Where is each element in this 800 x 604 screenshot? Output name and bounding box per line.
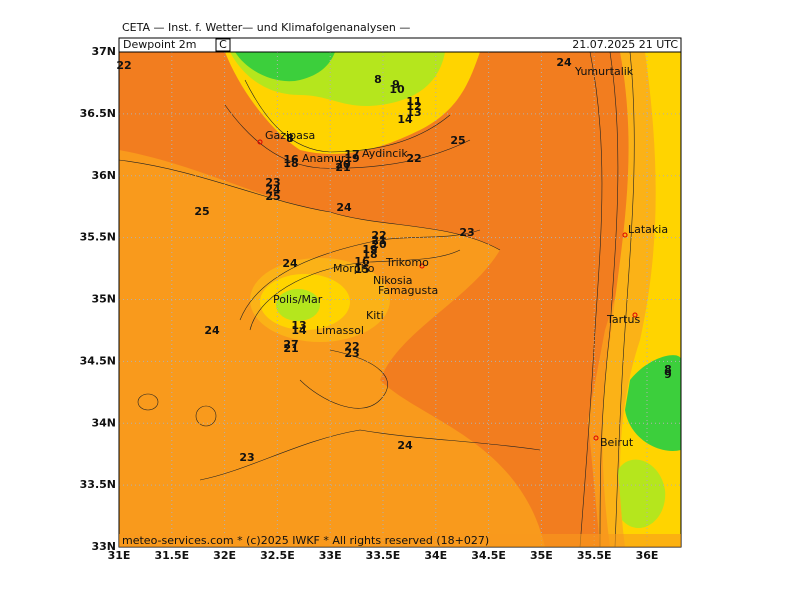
- contour-label: 23: [344, 347, 359, 360]
- place-label: Latakia: [628, 223, 668, 236]
- contour-label: 23: [265, 176, 280, 189]
- contour-label: 24: [336, 201, 352, 214]
- contour-label: 13: [406, 106, 421, 119]
- contour-label: 19: [344, 152, 359, 165]
- place-label: Gazipasa: [265, 129, 315, 142]
- contour-label: 8: [664, 363, 672, 376]
- contour-label: 22: [371, 229, 386, 242]
- lon-label: 35E: [530, 549, 553, 562]
- lat-label: 34N: [91, 416, 116, 429]
- place-label: Famagusta: [378, 284, 438, 297]
- place-dot: [632, 312, 638, 318]
- contour-label: 11: [406, 95, 421, 108]
- contour-label: 24: [204, 324, 220, 337]
- place-dot: [622, 232, 628, 238]
- lon-label: 32E: [213, 549, 236, 562]
- place-label: Kiti: [366, 309, 384, 322]
- contour-label: 18: [283, 157, 298, 170]
- place-label: Tartus: [606, 313, 640, 326]
- contour-label: 19: [362, 243, 377, 256]
- contour-label: 22: [116, 59, 131, 72]
- place-label: Limassol: [316, 324, 364, 337]
- place-label: Beirut: [600, 436, 634, 449]
- contour-label: 16: [283, 153, 299, 166]
- place-label: Trikomo: [385, 256, 429, 269]
- lat-label: 35N: [91, 293, 116, 306]
- contour-label: 14: [397, 113, 413, 126]
- lat-label: 35.5N: [80, 231, 116, 244]
- contour-label: 25: [450, 134, 465, 147]
- contour-label: 22: [406, 152, 421, 165]
- contour-label: 25: [265, 190, 280, 203]
- contour-label: 13: [291, 319, 306, 332]
- contour-label: 15: [354, 263, 369, 276]
- lon-label: 33E: [319, 549, 342, 562]
- contour-label: 14: [291, 324, 307, 337]
- place-dot: [257, 139, 263, 145]
- lon-label: 31.5E: [154, 549, 189, 562]
- contour-label: 23: [239, 451, 254, 464]
- contour-label: 12: [406, 100, 421, 113]
- contour-label: 23: [459, 226, 474, 239]
- footer: meteo-services.com * (c)2025 IWKF * All …: [122, 534, 489, 547]
- contour-label: 17: [344, 148, 359, 161]
- lat-label: 37N: [91, 45, 116, 58]
- place-label: Nikosia: [373, 274, 413, 287]
- contour-label: 27: [283, 338, 298, 351]
- lon-label: 33.5E: [366, 549, 401, 562]
- contour-label: 22: [344, 340, 359, 353]
- contour-label: 9: [664, 368, 672, 381]
- contour-label: 20: [335, 158, 351, 171]
- contour-label: 21: [371, 234, 386, 247]
- lon-label: 35.5E: [577, 549, 612, 562]
- valid-time: 21.07.2025 21 UTC: [572, 38, 678, 51]
- place-label: Anamur: [302, 152, 346, 165]
- lon-label: 36E: [636, 549, 659, 562]
- lat-label: 36N: [91, 169, 116, 182]
- place-label: Yumurtalik: [574, 65, 634, 78]
- contour-label: 25: [194, 205, 209, 218]
- variable: Dewpoint 2m: [123, 38, 197, 51]
- footer-bar: [119, 534, 681, 547]
- title: CETA — Inst. f. Wetter— und Klimafolgena…: [122, 21, 410, 34]
- lat-label: 33.5N: [80, 478, 116, 491]
- contour-label: 8: [374, 73, 382, 86]
- place-label: Polis/Mar: [273, 293, 323, 306]
- lat-label: 33N: [91, 540, 116, 553]
- unit: C: [219, 38, 227, 51]
- lon-label: 32.5E: [260, 549, 295, 562]
- unit-box: [215, 38, 231, 52]
- contour-label: 21: [335, 161, 350, 174]
- lon-label: 31E: [108, 549, 131, 562]
- contour-label: 24: [265, 183, 281, 196]
- contour-label: 24: [397, 439, 413, 452]
- contour-label: 20: [371, 238, 387, 251]
- lat-label: 34.5N: [80, 354, 116, 367]
- place-label: Morpho: [333, 262, 375, 275]
- graticule: [119, 52, 681, 547]
- contour-label: 21: [283, 342, 298, 355]
- contour-label: 18: [362, 248, 377, 261]
- contour-label: 9: [392, 78, 400, 91]
- contour-label: 10: [389, 83, 405, 96]
- place-dot: [593, 435, 599, 441]
- contour-label: 16: [354, 255, 370, 268]
- contour-label: 8: [286, 132, 294, 145]
- lon-label: 34.5E: [471, 549, 506, 562]
- place-label: Aydincik: [362, 147, 408, 160]
- lon-label: 34E: [424, 549, 447, 562]
- place-dot: [419, 263, 425, 269]
- contour-label: 24: [556, 56, 572, 69]
- header-bar: [118, 37, 682, 53]
- contour-label: 24: [282, 257, 298, 270]
- lat-label: 36.5N: [80, 107, 116, 120]
